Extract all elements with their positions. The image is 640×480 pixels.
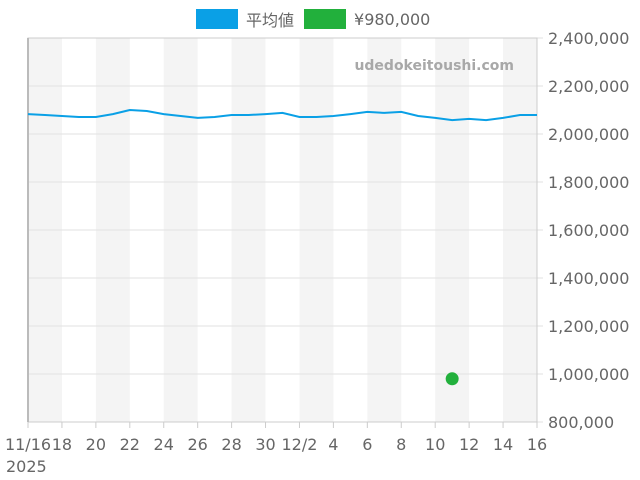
y-tick-label: 1,400,000 <box>548 269 629 288</box>
y-tick-label: 1,000,000 <box>548 365 629 384</box>
legend-swatch-average <box>196 9 238 29</box>
legend-item-average[interactable]: 平均値 <box>196 7 294 31</box>
legend-label-price: ¥980,000 <box>354 9 431 29</box>
y-tick-label: 800,000 <box>548 413 614 432</box>
x-axis-labels: 11/16 18 20 22 24 26 28 30 12/2 4 6 8 10 12 14 16 2025 <box>5 422 547 476</box>
x-tick-label: 28 <box>221 435 241 454</box>
x-tick-label: 6 <box>362 435 372 454</box>
x-year-label: 2025 <box>6 457 47 476</box>
y-tick-label: 2,000,000 <box>548 125 629 144</box>
x-tick-label: 26 <box>187 435 207 454</box>
price-point[interactable] <box>445 372 459 386</box>
x-tick-label: 10 <box>425 435 445 454</box>
y-tick-label: 2,400,000 <box>548 29 629 48</box>
x-tick-label: 12/2 <box>281 435 317 454</box>
x-tick-label: 30 <box>255 435 275 454</box>
x-tick-label: 14 <box>493 435 513 454</box>
watermark: udedokeitoushi.com <box>354 58 514 74</box>
x-tick-label: 18 <box>52 435 72 454</box>
y-axis-labels: 2,400,000 2,200,000 2,000,000 1,800,000 1,60… <box>548 29 629 432</box>
x-tick-label: 20 <box>86 435 106 454</box>
legend-swatch-price <box>304 9 347 29</box>
y-tick-label: 1,600,000 <box>548 221 629 240</box>
x-tick-label: 11/16 <box>5 435 51 454</box>
x-tick-label: 16 <box>527 435 547 454</box>
x-tick-label: 22 <box>120 435 140 454</box>
x-tick-label: 8 <box>396 435 406 454</box>
y-tick-label: 1,800,000 <box>548 173 629 192</box>
y-tick-label: 1,200,000 <box>548 317 629 336</box>
average-price-line <box>27 108 537 122</box>
legend-item-price[interactable]: ¥980,000 <box>304 9 430 29</box>
price-points <box>445 372 459 386</box>
x-tick-label: 4 <box>328 435 338 454</box>
legend-label-average: 平均値 <box>246 11 295 30</box>
y-tick-label: 2,200,000 <box>548 77 629 96</box>
x-tick-label: 24 <box>154 435 174 454</box>
x-tick-label: 12 <box>459 435 479 454</box>
chart-legend: 平均値 ¥980,000 <box>196 8 440 30</box>
